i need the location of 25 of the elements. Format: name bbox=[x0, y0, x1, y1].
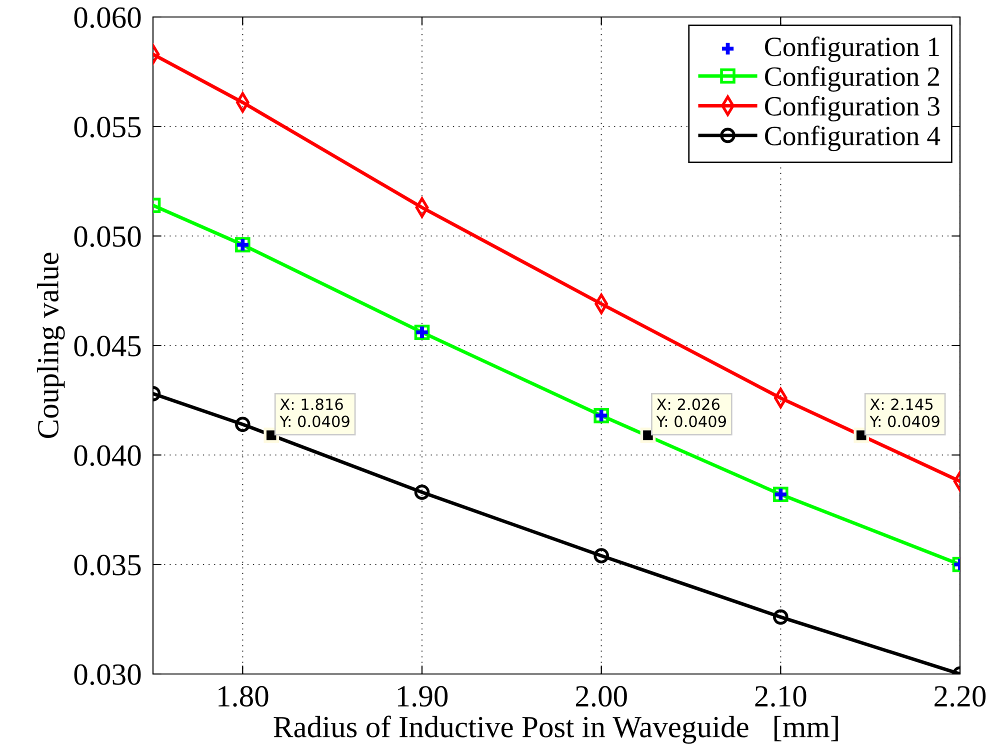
y-tick-label: 0.045 bbox=[74, 336, 141, 357]
x-axis-title: Radius of Inductive Post in Waveguide [mm] bbox=[274, 716, 838, 744]
annotation: X: 2.145 Y: 0.0409 bbox=[870, 398, 940, 428]
y-tick-label: 0.035 bbox=[74, 554, 141, 576]
x-tick-label: 1.80 bbox=[218, 686, 268, 707]
x-tick-label: 2.20 bbox=[934, 686, 986, 707]
y-tick-label: 0.050 bbox=[74, 226, 141, 248]
x-tick-label: 1.90 bbox=[398, 686, 448, 707]
x-tick-label: 2.00 bbox=[576, 686, 627, 707]
legend-label: Configuration 1 bbox=[765, 36, 939, 62]
x-tick-label: 2.10 bbox=[755, 686, 806, 707]
y-tick-label: 0.030 bbox=[74, 664, 141, 686]
legend-label: Configuration 3 bbox=[765, 96, 940, 122]
point bbox=[773, 609, 788, 625]
legend-label: Configuration 2 bbox=[765, 66, 940, 92]
y-tick-label: 0.040 bbox=[74, 445, 141, 466]
y-tick-label: 0.055 bbox=[74, 116, 141, 138]
annotation: X: 2.026 Y: 0.0409 bbox=[656, 398, 726, 428]
y-axis-title: Coupling value bbox=[37, 252, 65, 438]
annotation: X: 1.816 Y: 0.0409 bbox=[280, 398, 350, 428]
y-tick-label: 0.060 bbox=[74, 7, 141, 28]
point bbox=[594, 548, 609, 564]
legend-label: Configuration 4 bbox=[765, 126, 940, 152]
point bbox=[414, 484, 430, 500]
point bbox=[235, 416, 250, 432]
